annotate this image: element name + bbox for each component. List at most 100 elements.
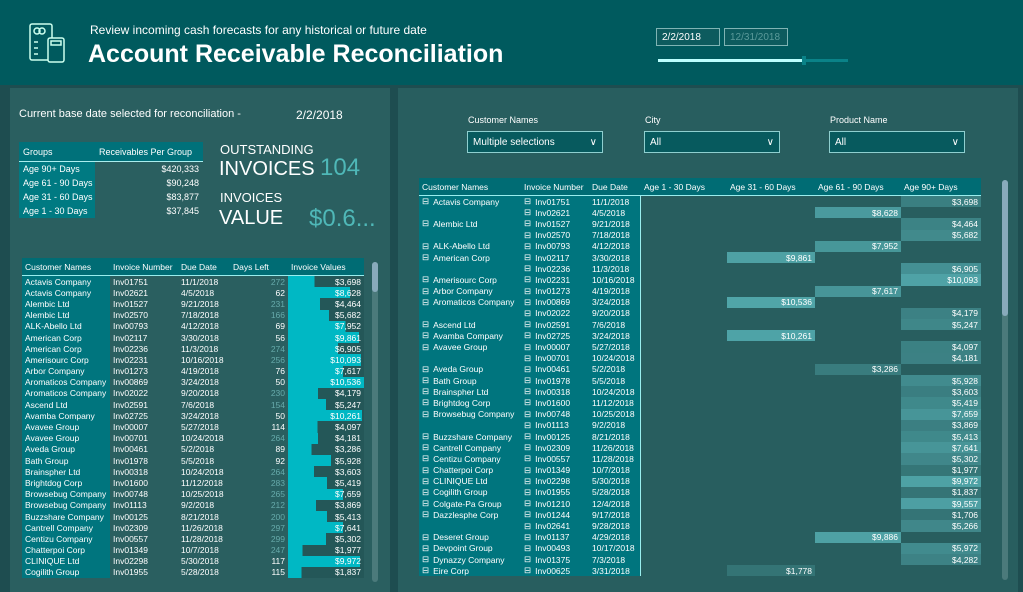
collapse-icon[interactable]: ⊟ — [524, 554, 532, 565]
collapse-icon[interactable]: ⊟ — [422, 464, 430, 475]
table-row[interactable]: Brainspher Ltd Inv00318 10/24/2018 264 $3,60… — [22, 466, 364, 478]
collapse-icon[interactable]: ⊟ — [422, 397, 430, 408]
table-row[interactable]: Actavis Company Inv02621 4/5/2018 62 $8,628 — [22, 287, 364, 299]
collapse-icon[interactable]: ⊟ — [524, 229, 532, 240]
collapse-icon[interactable]: ⊟ — [524, 296, 532, 307]
collapse-icon[interactable]: ⊟ — [524, 486, 532, 497]
col-groups[interactable]: Groups — [23, 146, 53, 157]
matrix-row[interactable]: ⊟ Avavee Group ⊟ Inv00007 5/27/2018 $4,097 — [419, 341, 981, 353]
collapse-icon[interactable]: ⊟ — [422, 330, 430, 341]
collapse-icon[interactable]: ⊟ — [524, 397, 532, 408]
collapse-icon[interactable]: ⊟ — [422, 252, 430, 263]
scrollbar[interactable] — [1002, 180, 1008, 580]
column-header[interactable]: Age 90+ Days — [904, 181, 958, 192]
collapse-icon[interactable]: ⊟ — [422, 486, 430, 497]
group-row[interactable]: Age 1 - 30 Days $37,845 — [19, 204, 203, 218]
collapse-icon[interactable]: ⊟ — [524, 431, 532, 442]
table-row[interactable]: Aromaticos Company Inv00869 3/24/2018 50 $10… — [22, 376, 364, 388]
collapse-icon[interactable]: ⊟ — [524, 375, 532, 386]
column-header[interactable]: Age 31 - 60 Days — [730, 181, 796, 192]
collapse-icon[interactable]: ⊟ — [524, 341, 532, 352]
table-row[interactable]: Cogilith Group Inv01955 5/28/2018 115 $1,837 — [22, 566, 364, 579]
matrix-row[interactable]: ⊟ Bath Group ⊟ Inv01978 5/5/2018 $5,928 — [419, 375, 981, 387]
matrix-row[interactable]: ⊟ Inv02570 7/18/2018 $5,682 — [419, 229, 981, 241]
collapse-icon[interactable]: ⊟ — [524, 285, 532, 296]
col-receivables[interactable]: Receivables Per Group — [99, 146, 193, 157]
table-row[interactable]: Centizu Company Inv00557 11/28/2018 299 $5,3… — [22, 533, 364, 545]
table-row[interactable]: Bath Group Inv01978 5/5/2018 92 $5,928 — [22, 455, 364, 467]
filter-dropdown-product-name[interactable]: All ∨ — [829, 131, 965, 153]
collapse-icon[interactable]: ⊟ — [422, 442, 430, 453]
table-row[interactable]: Browsebug Company Inv01113 9/2/2018 212 $3,8… — [22, 499, 364, 511]
table-row[interactable]: American Corp Inv02117 3/30/2018 56 $9,861 — [22, 331, 364, 344]
table-row[interactable]: Actavis Company Inv01751 11/1/2018 272 $3,69… — [22, 276, 364, 288]
collapse-icon[interactable]: ⊟ — [422, 386, 430, 397]
table-row[interactable]: Alembic Ltd Inv01527 9/21/2018 231 $4,464 — [22, 298, 364, 310]
table-row[interactable]: ALK-Abello Ltd Inv00793 4/12/2018 69 $7,952 — [22, 320, 364, 332]
table-row[interactable]: Browsebug Company Inv00748 10/25/2018 265 $7… — [22, 488, 364, 500]
collapse-icon[interactable]: ⊟ — [524, 531, 532, 542]
collapse-icon[interactable]: ⊟ — [422, 375, 430, 386]
column-header[interactable]: Due Date — [181, 261, 217, 272]
collapse-icon[interactable]: ⊟ — [422, 274, 430, 285]
collapse-icon[interactable]: ⊟ — [422, 431, 430, 442]
matrix-row[interactable]: ⊟ Inv02641 9/28/2018 $5,266 — [419, 520, 981, 532]
column-header[interactable]: Invoice Values — [291, 261, 346, 272]
collapse-icon[interactable]: ⊟ — [422, 453, 430, 464]
collapse-icon[interactable]: ⊟ — [422, 565, 430, 576]
collapse-icon[interactable]: ⊟ — [524, 464, 532, 475]
collapse-icon[interactable]: ⊟ — [422, 531, 430, 542]
table-row[interactable]: Aveda Group Inv00461 5/2/2018 89 $3,286 — [22, 443, 364, 455]
table-row[interactable]: Brightdog Corp Inv01600 11/12/2018 283 $5,41… — [22, 477, 364, 489]
matrix-row[interactable]: ⊟ Aveda Group ⊟ Inv00461 5/2/2018 $3,286 — [419, 363, 981, 375]
collapse-icon[interactable]: ⊟ — [524, 352, 532, 363]
collapse-icon[interactable]: ⊟ — [524, 475, 532, 486]
scrollbar[interactable] — [372, 262, 378, 582]
table-row[interactable]: Ascend Ltd Inv02591 7/6/2018 154 $5,247 — [22, 399, 364, 411]
column-header[interactable]: Age 1 - 30 Days — [644, 181, 705, 192]
matrix-row[interactable]: ⊟ Deseret Group ⊟ Inv01137 4/29/2018 $9,886 — [419, 531, 981, 543]
collapse-icon[interactable]: ⊟ — [422, 240, 430, 251]
column-header[interactable]: Customer Names — [25, 261, 92, 272]
slider-handle[interactable] — [802, 56, 807, 65]
group-row[interactable]: Age 61 - 90 Days $90,248 — [19, 176, 203, 190]
column-header[interactable]: Invoice Number — [524, 181, 584, 192]
matrix-row[interactable]: ⊟ Colgate-Pa Group ⊟ Inv01210 12/4/2018 $9,55… — [419, 498, 981, 510]
matrix-row[interactable]: ⊟ Inv02022 9/20/2018 $4,179 — [419, 307, 981, 320]
matrix-row[interactable]: ⊟ Actavis Company ⊟ Inv01751 11/1/2018 $3,698 — [419, 196, 981, 208]
column-header[interactable]: Customer Names — [422, 181, 489, 192]
matrix-row[interactable]: ⊟ Arbor Company ⊟ Inv01273 4/19/2018 $7,617 — [419, 285, 981, 297]
collapse-icon[interactable]: ⊟ — [524, 565, 532, 576]
collapse-icon[interactable]: ⊟ — [422, 196, 430, 207]
collapse-icon[interactable]: ⊟ — [524, 419, 532, 430]
collapse-icon[interactable]: ⊟ — [422, 341, 430, 352]
group-row[interactable]: Age 90+ Days $420,333 — [19, 162, 203, 176]
collapse-icon[interactable]: ⊟ — [422, 296, 430, 307]
table-row[interactable]: Avamba Company Inv02725 3/24/2018 50 $10,261 — [22, 410, 364, 422]
collapse-icon[interactable]: ⊟ — [524, 498, 532, 509]
matrix-row[interactable]: ⊟ Browsebug Company ⊟ Inv00748 10/25/2018 $7,… — [419, 408, 981, 420]
matrix-row[interactable]: ⊟ Dazzlesphe Corp ⊟ Inv01244 9/17/2018 $1,706 — [419, 509, 981, 521]
group-row[interactable]: Age 31 - 60 Days $83,877 — [19, 190, 203, 204]
column-header[interactable]: Due Date — [592, 181, 628, 192]
collapse-icon[interactable]: ⊟ — [422, 509, 430, 520]
table-row[interactable]: American Corp Inv02236 11/3/2018 274 $6,905 — [22, 343, 364, 355]
matrix-row[interactable]: ⊟ Cantrell Company ⊟ Inv02309 11/26/2018 $7,6… — [419, 442, 981, 454]
matrix-row[interactable]: ⊟ Inv02621 4/5/2018 $8,628 — [419, 207, 981, 219]
end-date-input[interactable]: 12/31/2018 — [724, 28, 788, 46]
table-row[interactable]: CLINIQUE Ltd Inv02298 5/30/2018 117 $9,972 — [22, 555, 364, 567]
collapse-icon[interactable]: ⊟ — [422, 554, 430, 565]
matrix-row[interactable]: ⊟ Devpoint Group ⊟ Inv00493 10/17/2018 $5,972 — [419, 542, 981, 554]
collapse-icon[interactable]: ⊟ — [524, 509, 532, 520]
collapse-icon[interactable]: ⊟ — [524, 263, 532, 274]
collapse-icon[interactable]: ⊟ — [524, 252, 532, 263]
collapse-icon[interactable]: ⊟ — [524, 542, 532, 553]
matrix-row[interactable]: ⊟ Aromaticos Company ⊟ Inv00869 3/24/2018 $10… — [419, 296, 981, 308]
collapse-icon[interactable]: ⊟ — [422, 475, 430, 486]
filter-dropdown-city[interactable]: All ∨ — [644, 131, 780, 153]
collapse-icon[interactable]: ⊟ — [422, 363, 430, 374]
matrix-row[interactable]: ⊟ Amerisourc Corp ⊟ Inv02231 10/16/2018 $10,0… — [419, 274, 981, 286]
table-row[interactable]: Cantrell Company Inv02309 11/26/2018 297 $7,… — [22, 522, 364, 534]
collapse-icon[interactable]: ⊟ — [524, 218, 532, 229]
table-row[interactable]: Chatterpoi Corp Inv01349 10/7/2018 247 $1,97… — [22, 544, 364, 556]
